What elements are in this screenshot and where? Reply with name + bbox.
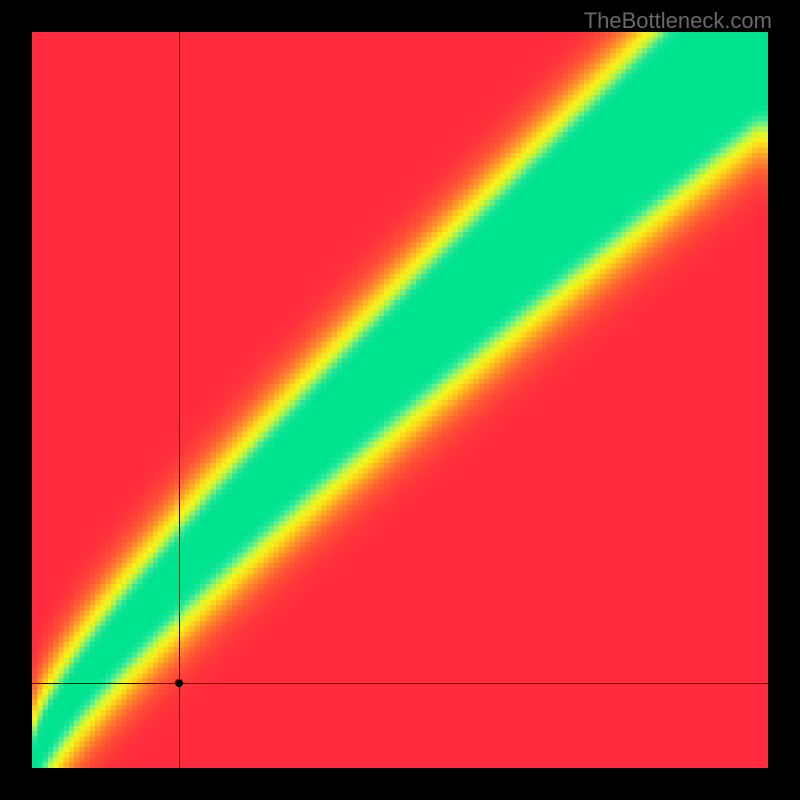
crosshair-horizontal — [32, 683, 768, 684]
plot-area — [32, 32, 768, 768]
watermark-text: TheBottleneck.com — [584, 8, 772, 34]
marker-dot — [175, 679, 183, 687]
heatmap-canvas — [32, 32, 768, 768]
crosshair-vertical — [179, 32, 180, 768]
